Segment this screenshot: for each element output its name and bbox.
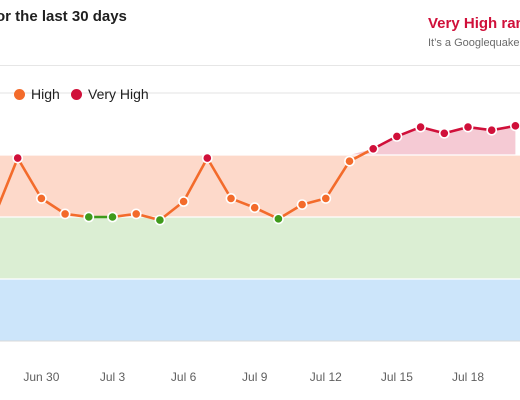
data-point [415,121,426,133]
series-line-segment [206,156,233,200]
x-tick-label: Jul 3 [100,370,126,384]
data-point [12,152,24,164]
chart-title: or the last 30 days [0,8,127,25]
data-point [320,192,332,204]
data-point [344,155,355,167]
data-point [391,130,403,142]
legend-label-very-high: Very High [88,86,149,102]
data-point [462,121,474,133]
current-status-label: Very High ran [428,15,520,32]
data-point [225,192,237,204]
x-tick-label: Jun 30 [23,370,59,384]
legend-item-very-high[interactable]: Very High [71,86,149,102]
x-tick-label: Jul 9 [242,370,268,384]
series-line-segment [16,156,43,200]
series-line-segment [182,156,209,203]
band-very-high [0,125,516,155]
data-point [438,127,450,139]
data-point [272,213,284,225]
legend-item-high[interactable]: High [14,86,60,102]
series-line-segment [324,159,351,200]
x-tick-label: Jul 15 [381,370,413,384]
data-point [486,124,498,136]
data-point [59,208,71,220]
legend-label-high: High [31,86,60,102]
data-point [249,202,261,214]
data-point [178,196,189,207]
header-divider [0,65,520,66]
data-point [510,120,520,132]
high-dot-icon [14,88,25,100]
very-high-dot-icon [71,88,82,100]
band-low [0,279,520,341]
data-point [201,152,213,164]
series-line-segment [0,156,20,206]
x-tick-label: Jul 18 [452,370,484,384]
data-point [154,214,166,226]
band-normal [0,217,520,279]
current-status-subtitle: It’s a Googlequake [428,37,520,49]
data-point [130,208,142,220]
data-point [107,211,118,223]
data-point [367,143,379,155]
x-tick-label: Jul 6 [171,370,197,384]
data-point [36,192,47,204]
data-point [83,211,95,223]
x-tick-label: Jul 12 [310,370,342,384]
data-point [296,199,308,210]
